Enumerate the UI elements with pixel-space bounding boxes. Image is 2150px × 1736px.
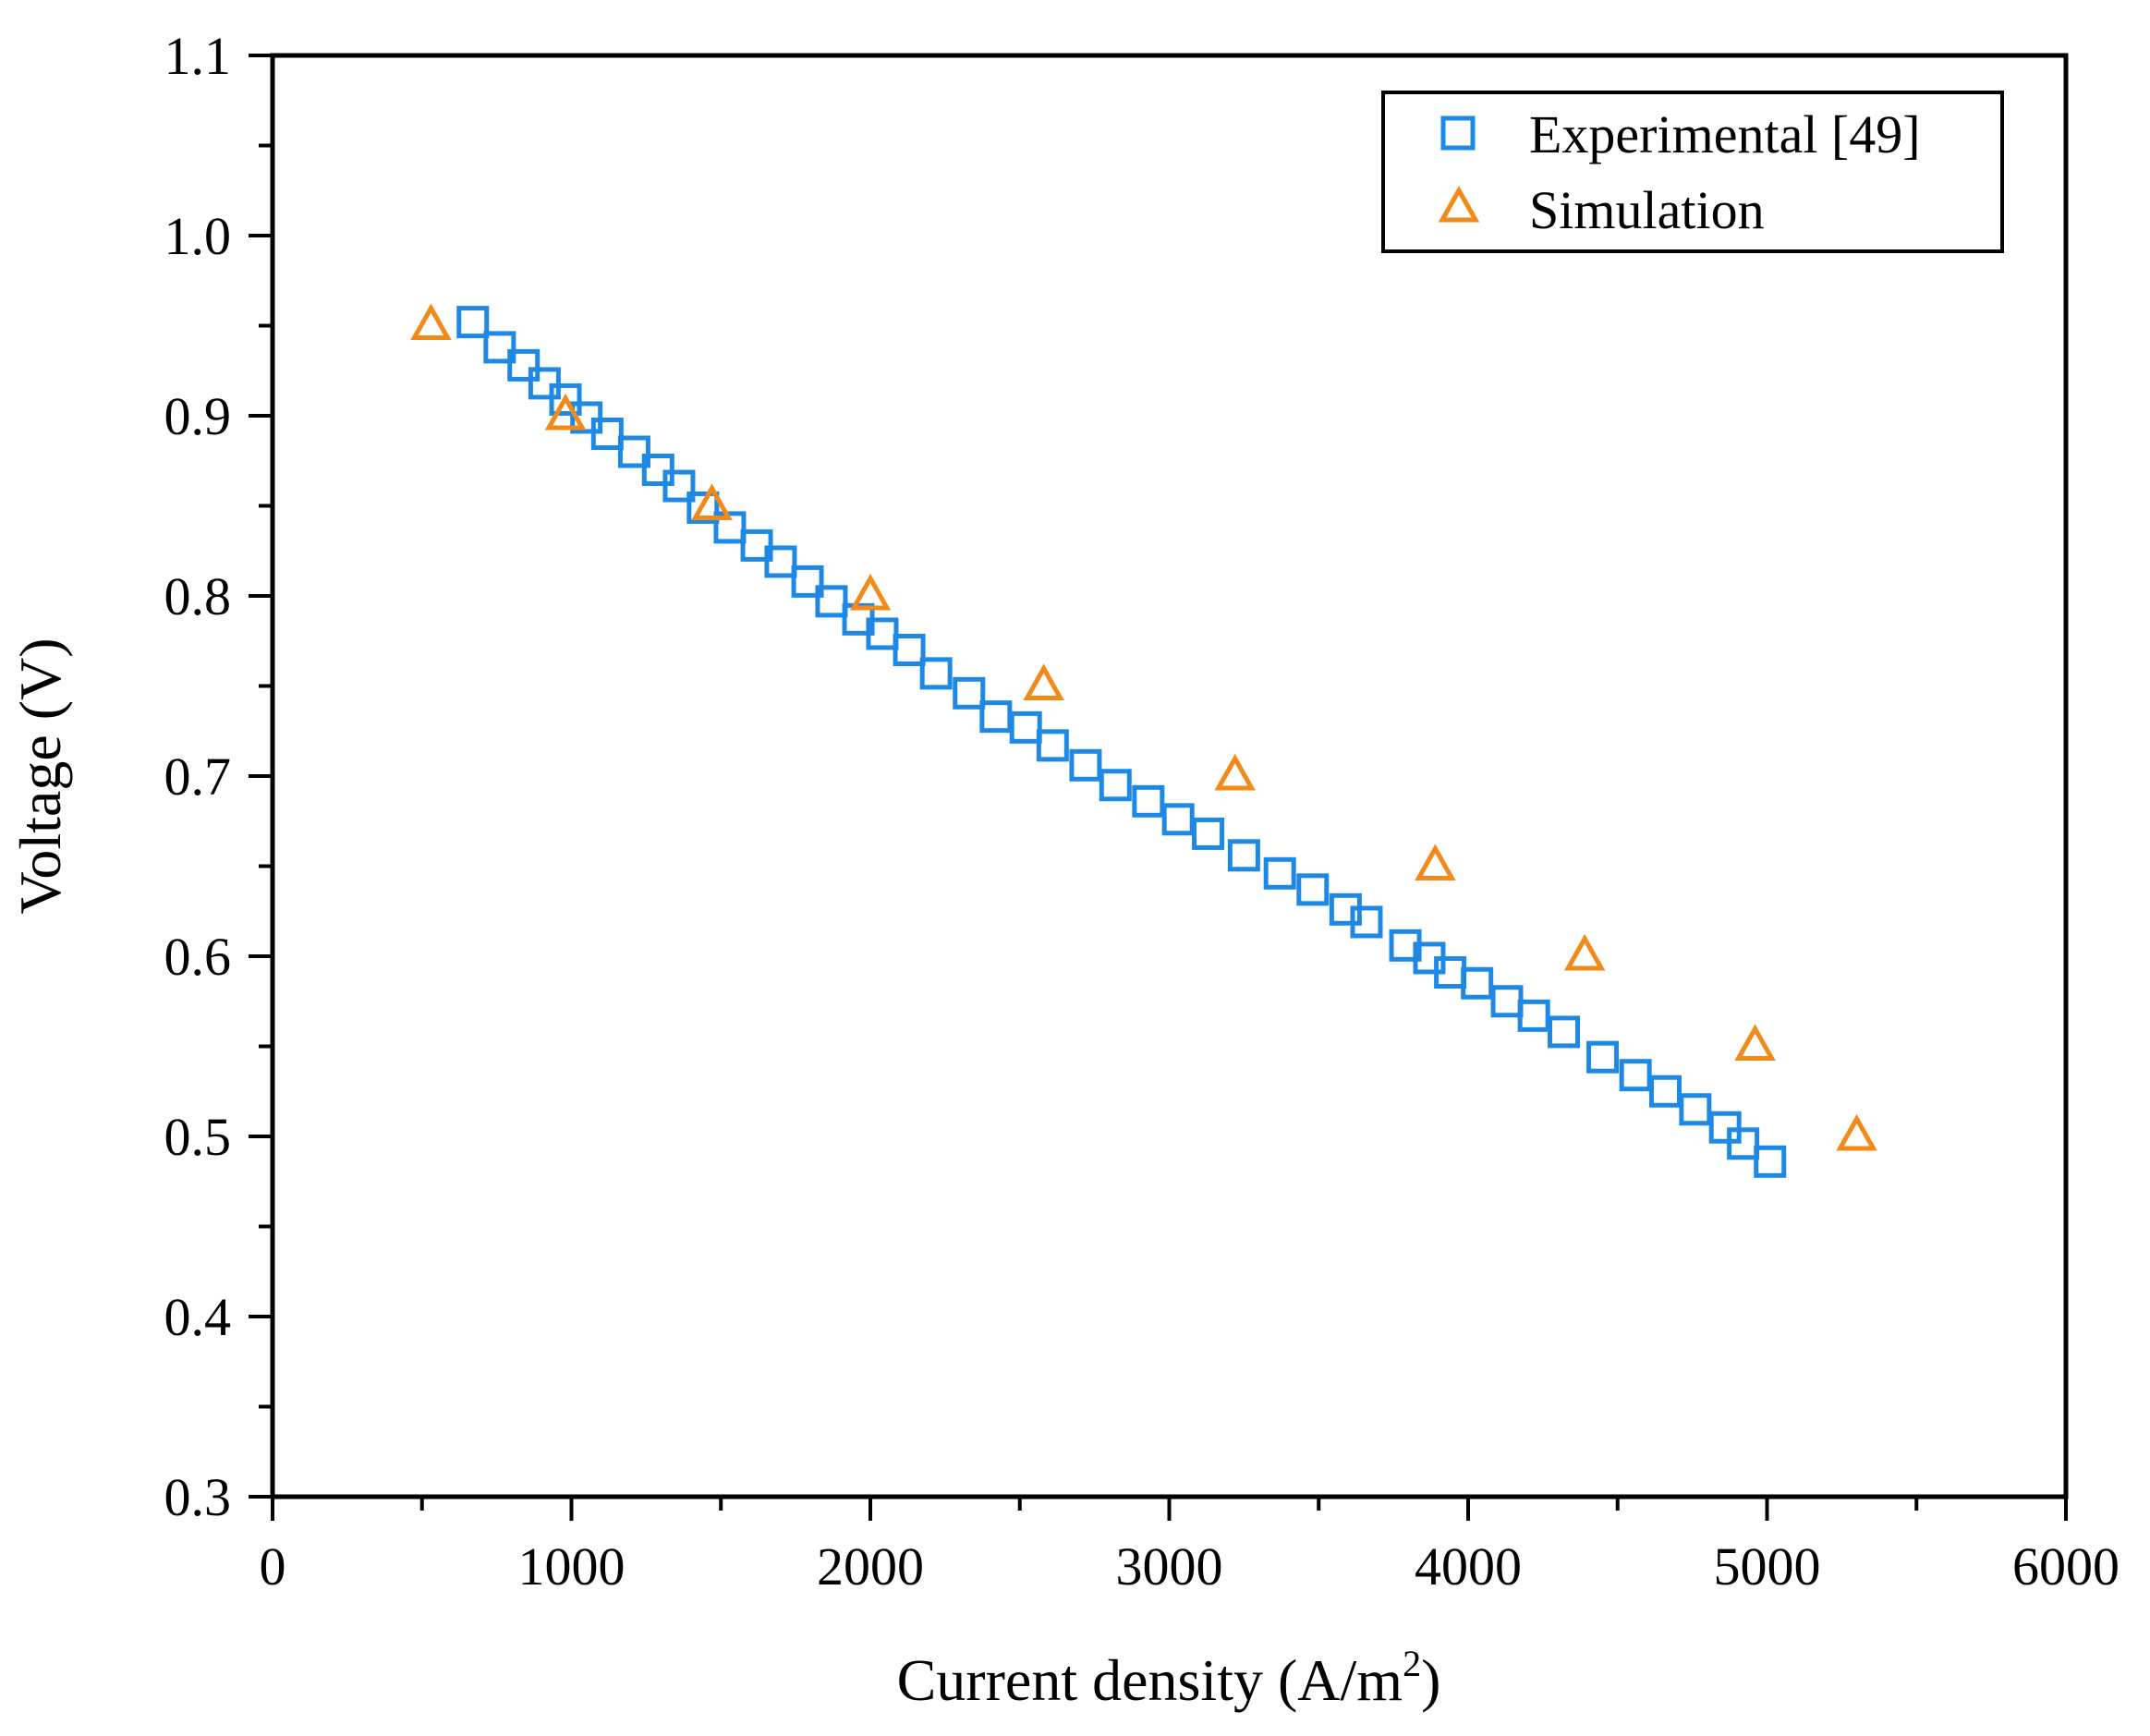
experimental-point (1192, 817, 1225, 850)
simulation-point (1023, 663, 1064, 700)
experimental-point (1586, 1040, 1620, 1074)
x-tick-label: 6000 (2012, 1536, 2120, 1596)
experimental-point (483, 331, 516, 364)
experimental-point (1649, 1074, 1682, 1108)
experimental-point (866, 617, 899, 650)
y-tick-label: 0.6 (164, 927, 232, 987)
experimental-point (1036, 729, 1069, 762)
experimental-point (456, 306, 490, 339)
experimental-point (662, 469, 696, 503)
x-tick-label: 2000 (817, 1536, 924, 1596)
y-axis-title: Voltage (V) (7, 637, 73, 914)
experimental-point (1517, 999, 1550, 1032)
experimental-point (549, 382, 582, 416)
simulation-point (1214, 753, 1256, 791)
experimental-point (1461, 966, 1494, 1000)
legend-marker-simulation (1438, 185, 1480, 223)
experimental-point (1296, 873, 1330, 906)
y-tick-label: 1.0 (164, 206, 232, 266)
legend-box (1381, 91, 2004, 253)
experimental-point (1754, 1145, 1787, 1178)
x-tick-label: 1000 (518, 1536, 626, 1596)
legend-label-simulation: Simulation (1529, 180, 1765, 240)
x-axis-title-main: Current density (A/m (897, 1647, 1403, 1713)
experimental-point (953, 676, 986, 710)
y-tick-label: 0.3 (164, 1467, 232, 1527)
experimental-point (815, 585, 848, 618)
y-tick-label: 1.1 (164, 26, 232, 86)
experimental-point (1350, 905, 1383, 939)
y-tick-label: 0.4 (164, 1287, 232, 1347)
experimental-point (713, 511, 747, 544)
x-axis-title-superscript: 2 (1403, 1643, 1421, 1684)
experimental-point (1227, 839, 1260, 872)
legend-marker-experimental (1440, 115, 1476, 151)
experimental-point (641, 454, 674, 486)
plot-frame (270, 53, 2069, 1499)
experimental-point (1263, 856, 1296, 890)
experimental-point (1679, 1093, 1712, 1126)
experimental-point (1727, 1127, 1760, 1160)
experimental-point (1132, 784, 1165, 818)
x-axis-title: Current density (A/m2) (897, 1643, 1441, 1713)
y-tick-label: 0.9 (164, 386, 232, 446)
experimental-point (740, 528, 773, 562)
experimental-point (1619, 1059, 1652, 1092)
experimental-point (507, 348, 541, 382)
experimental-point (570, 401, 603, 434)
x-axis-title-close: ) (1421, 1647, 1440, 1713)
simulation-point (544, 393, 587, 431)
simulation-point (691, 483, 733, 520)
y-tick-label: 0.5 (164, 1107, 232, 1167)
experimental-point (1708, 1111, 1742, 1144)
y-tick-label: 0.7 (164, 747, 232, 807)
x-tick-label: 3000 (1116, 1536, 1223, 1596)
experimental-point (528, 367, 561, 400)
experimental-point (791, 565, 824, 598)
x-tick-label: 0 (260, 1536, 286, 1596)
x-tick-label: 5000 (1714, 1536, 1821, 1596)
x-tick-label: 4000 (1415, 1536, 1522, 1596)
experimental-point (919, 657, 953, 690)
experimental-point (1099, 769, 1132, 802)
experimental-point (686, 491, 720, 524)
experimental-point (1069, 748, 1102, 782)
legend-label-experimental: Experimental [49] (1529, 104, 1921, 164)
simulation-point (1415, 844, 1456, 880)
experimental-point (1548, 1015, 1581, 1049)
experimental-point (764, 545, 797, 578)
simulation-point (849, 573, 892, 611)
experimental-point (617, 435, 650, 468)
y-tick-label: 0.8 (164, 566, 232, 626)
simulation-point (1836, 1113, 1877, 1151)
simulation-point (1563, 933, 1606, 971)
simulation-point (410, 303, 452, 340)
simulation-point (1734, 1024, 1776, 1061)
experimental-point (1009, 710, 1042, 744)
experimental-point (590, 418, 624, 450)
legend: Experimental [49] Simulation (1381, 91, 2004, 253)
data-points (410, 303, 1877, 1178)
experimental-point (893, 634, 926, 666)
tick-labels: 0 1000 2000 3000 4000 5000 6000 0.3 0.4 0.5 0.6 0.7… (164, 26, 2120, 1596)
